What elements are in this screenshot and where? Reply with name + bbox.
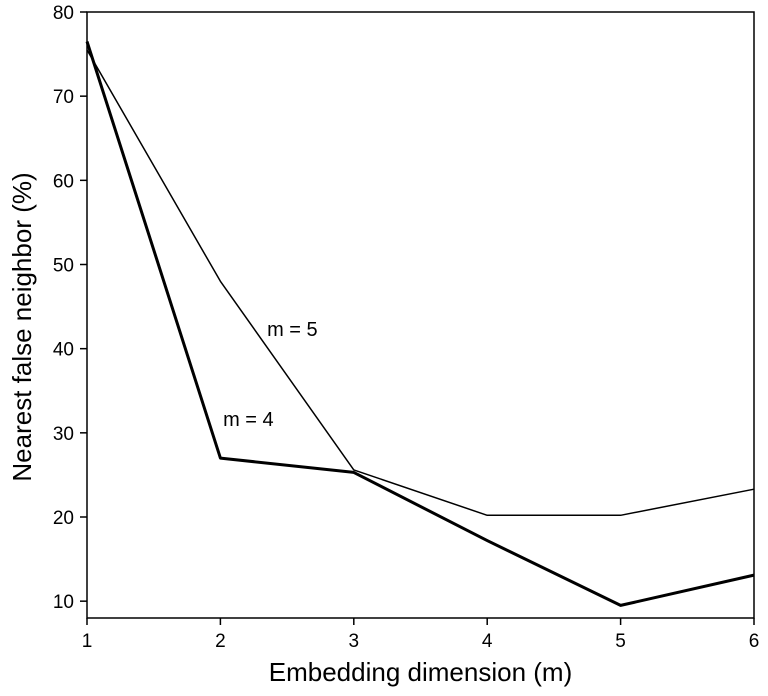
y-tick-label: 20 xyxy=(53,508,74,529)
y-tick-label: 60 xyxy=(53,171,74,192)
x-tick-label: 6 xyxy=(749,631,760,652)
y-axis-title: Nearest false neighbor (%) xyxy=(7,172,37,481)
series-line-m4 xyxy=(85,41,755,607)
x-tick-label: 1 xyxy=(82,631,93,652)
y-tick-label: 70 xyxy=(53,87,74,108)
y-tick-label: 10 xyxy=(53,592,74,613)
x-tick-label: 2 xyxy=(215,631,226,652)
y-tick-label: 80 xyxy=(53,3,74,24)
x-tick-label: 4 xyxy=(482,631,493,652)
plot-area: 1 2 3 4 5 6 10 20 30 40 50 60 70 80 m = 5 m = 4 xyxy=(53,3,759,652)
x-axis-title: Embedding dimension (m) xyxy=(269,657,572,687)
y-tick-label: 50 xyxy=(53,256,74,277)
y-tick-label: 30 xyxy=(53,424,74,445)
x-tick-label: 5 xyxy=(615,631,626,652)
series-annotation: m = 4 xyxy=(223,409,274,431)
x-tick-label: 3 xyxy=(349,631,360,652)
plot-frame xyxy=(86,11,755,619)
series-annotation: m = 5 xyxy=(267,319,318,341)
y-tick-label: 40 xyxy=(53,340,74,361)
series-line-m5 xyxy=(86,49,755,517)
